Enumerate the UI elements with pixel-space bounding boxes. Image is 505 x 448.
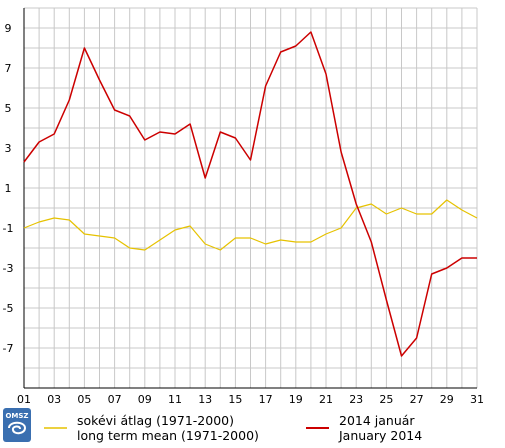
x-tick-label: 03 [47,393,61,406]
omsz-logo-text: OMSZ [5,412,28,420]
y-tick-label: 1 [5,182,12,195]
x-tick-label: 25 [379,393,393,406]
omsz-logo: OMSZ [3,408,31,442]
x-tick-label: 31 [470,393,484,406]
x-tick-label: 07 [108,393,122,406]
y-tick-label: -1 [3,222,14,235]
legend-label-january-2014-hu: 2014 január [339,413,415,428]
series-line-long-term-mean [23,199,478,251]
x-tick-label: 21 [319,393,333,406]
x-tick-label: 13 [198,393,212,406]
y-tick-label: 9 [5,22,12,35]
chart-series [23,31,478,357]
x-tick-label: 11 [168,393,182,406]
y-tick-label: 7 [5,62,12,75]
y-tick-label: -7 [3,342,14,355]
y-tick-label: -3 [3,262,14,275]
chart-legend: OMSZ sokévi átlag (1971-2000) long term … [3,408,422,443]
legend-label-long-term-mean-en: long term mean (1971-2000) [77,428,259,443]
y-tick-label: -5 [3,302,14,315]
x-tick-label: 05 [77,393,91,406]
omsz-logo-shield [3,408,31,442]
x-tick-label: 19 [289,393,303,406]
legend-label-january-2014-en: January 2014 [338,428,422,443]
x-tick-label: 23 [349,393,363,406]
y-tick-label: 3 [5,142,12,155]
legend-label-long-term-mean-hu: sokévi átlag (1971-2000) [77,413,234,428]
x-tick-label: 15 [228,393,242,406]
x-tick-label: 09 [138,393,152,406]
x-tick-label: 29 [440,393,454,406]
y-tick-label: 5 [5,102,12,115]
x-tick-label: 01 [17,393,31,406]
chart-axes [23,8,477,389]
omsz-logo-swirl-icon [8,421,27,435]
series-line-january-2014 [23,31,477,357]
x-tick-label: 27 [410,393,424,406]
x-tick-label: 17 [259,393,273,406]
